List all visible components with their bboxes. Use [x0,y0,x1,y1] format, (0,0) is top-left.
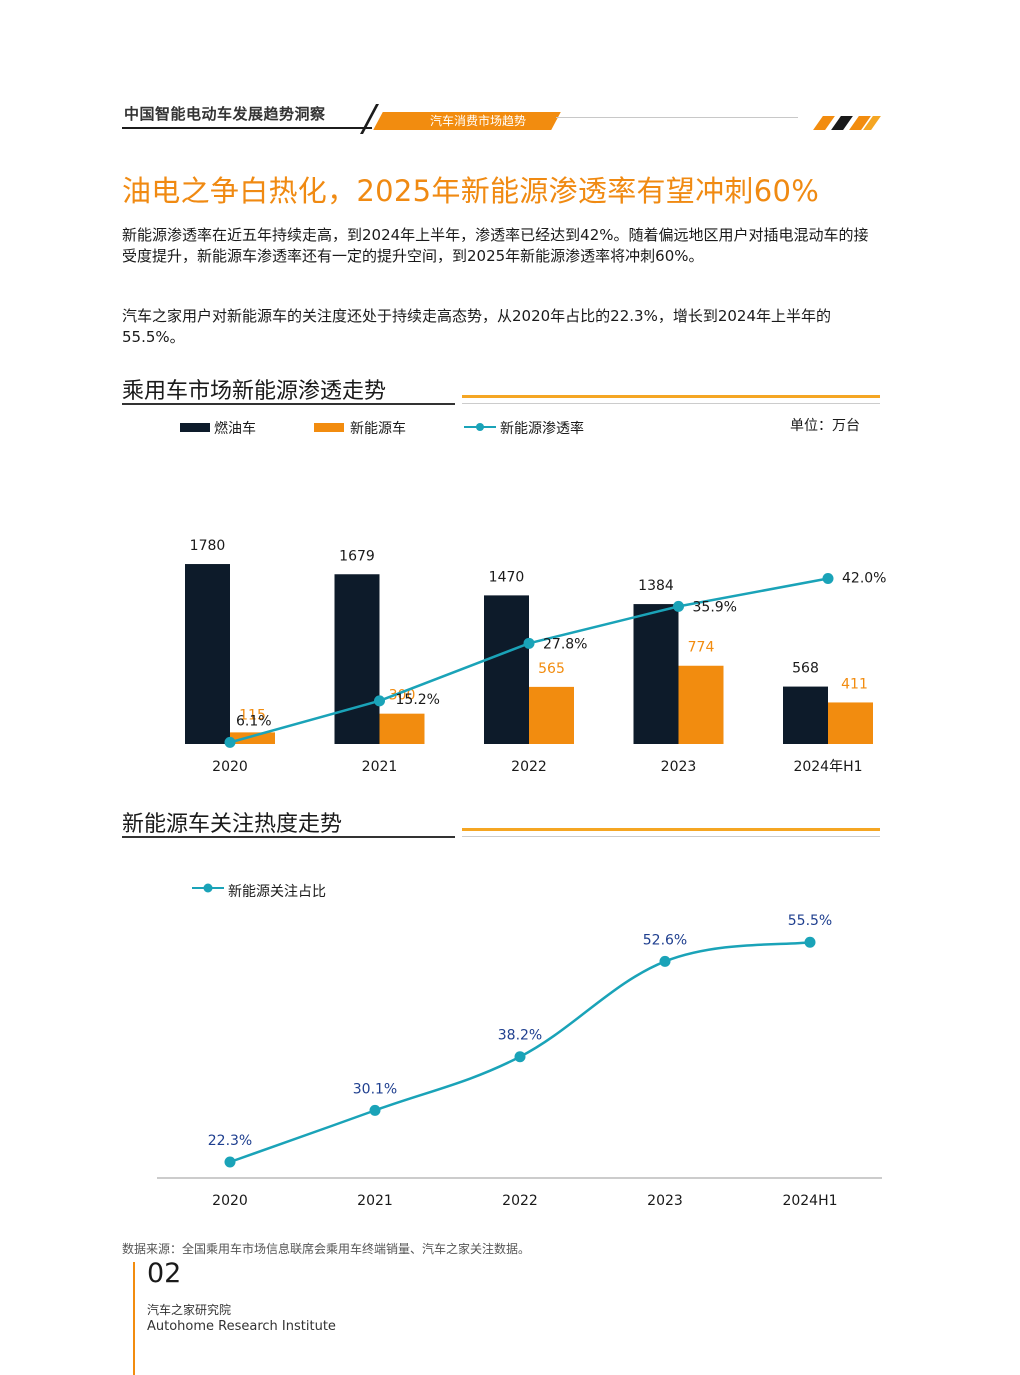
unit-label: 单位：万台 [790,418,860,434]
data-label-fuel: 1470 [489,569,525,585]
rate-label: 6.1% [236,713,272,729]
data-label-fuel: 1679 [339,548,375,564]
attention-label: 52.6% [643,932,687,948]
data-label-nev: 565 [538,661,565,677]
bar-nev [379,713,425,744]
bar-nev [678,665,724,744]
legend-swatch-fuel [180,423,210,432]
attention-chart: 22.3% 2020 30.1% 2021 38.2% 2022 52.6% 2023 55.5… [157,913,882,1209]
bar-fuel [783,686,828,744]
section-underline [122,836,455,838]
legend-swatch-nev [314,423,344,432]
rate-label: 42.0% [842,571,886,587]
institute-name-en: Autohome Research Institute [147,1319,336,1334]
legend-label-fuel: 燃油车 [214,421,256,437]
attention-point [224,1156,236,1168]
x-tick-label: 2022 [502,1193,538,1209]
legend-label-nev: 新能源车 [350,421,406,437]
rate-point [224,736,236,748]
report-title: 中国智能电动车发展趋势洞察 [124,105,326,123]
bar-nev [230,732,275,744]
page-title: 油电之争白热化，2025年新能源渗透率有望冲刺60% [122,174,820,208]
rate-label: 15.2% [396,692,440,708]
bar-fuel [633,604,679,744]
data-label-fuel: 568 [792,661,819,677]
bar-fuel [484,595,529,744]
attention-label: 22.3% [208,1133,252,1149]
x-tick-label: 2020 [212,1193,248,1209]
legend-line-marker [192,883,224,893]
header-rule [122,127,372,129]
page-number: 02 [147,1258,182,1289]
bar-fuel [334,574,380,744]
attention-label: 55.5% [788,913,832,929]
rate-point [374,695,385,707]
data-source: 数据来源：全国乘用车市场信息联席会乘用车终端销量、汽车之家关注数据。 [122,1242,531,1256]
legend-label-attention: 新能源关注占比 [228,884,326,900]
attention-label: 38.2% [498,1028,542,1044]
attention-label: 30.1% [353,1081,397,1097]
x-tick-label: 2024年H1 [793,759,862,775]
data-label-nev: 300 [389,688,416,704]
data-label-nev: 774 [688,640,715,656]
data-label-fuel: 1780 [190,538,226,554]
header-line [556,117,798,118]
section-underline-thin [462,403,880,404]
attention-point [804,936,816,948]
rate-point [523,637,535,649]
section-underline-accent [462,828,880,831]
rate-label: 35.9% [693,599,737,615]
x-tick-label: 2023 [647,1193,683,1209]
x-tick-label: 2022 [511,759,547,775]
x-tick-label: 2023 [661,759,697,775]
data-label-fuel: 1384 [638,578,674,594]
data-label-nev: 115 [239,707,266,723]
x-tick-label: 2024H1 [782,1193,837,1209]
bar-nev [828,702,873,744]
attention-point [514,1051,526,1063]
data-label-nev: 411 [841,676,868,692]
rate-label: 27.8% [543,636,587,652]
x-tick-label: 2021 [362,759,398,775]
section-underline-thin [462,836,880,837]
bar-nev [529,686,574,744]
section-underline [122,403,455,405]
footer-bar [133,1262,135,1375]
paragraph: 新能源渗透率在近五年持续走高，到2024年上半年，渗透率已经达到42%。随着偏远… [122,226,869,265]
rate-point [673,600,684,612]
x-tick-label: 2020 [212,759,248,775]
legend-line-marker [464,423,496,431]
attention-point [369,1104,381,1116]
chart2-section-title: 新能源车关注热度走势 [122,812,343,837]
x-tick-label: 2021 [357,1193,393,1209]
section-underline-accent [462,395,880,398]
penetration-chart: 1780 115 2020 1679 300 2021 1470 565 2022 1384 774… [185,538,886,775]
institute-name-cn: 汽车之家研究院 [147,1303,232,1317]
bar-fuel [185,564,230,744]
rate-point [822,573,834,585]
section-tab-label: 汽车消费市场趋势 [430,114,527,128]
chart1-section-title: 乘用车市场新能源渗透走势 [122,379,387,404]
legend-label-rate: 新能源渗透率 [500,421,584,437]
paragraph: 汽车之家用户对新能源车的关注度还处于持续走高态势，从2020年占比的22.3%，… [122,307,832,346]
attention-point [659,955,671,967]
